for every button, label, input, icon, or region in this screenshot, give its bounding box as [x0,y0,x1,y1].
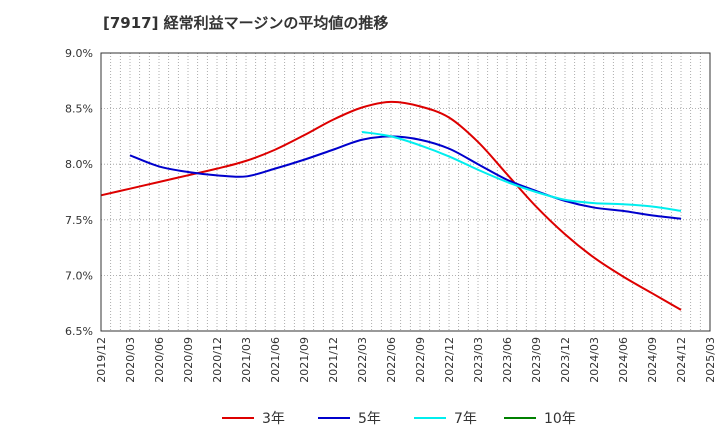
y-tick-label: 8.0% [65,158,93,171]
x-tick-label: 2021/06 [269,337,282,383]
y-axis: 6.5% 7.0% 7.5% 8.0% 8.5% 9.0% [65,47,93,338]
x-tick-label: 2019/12 [95,337,108,383]
series-group [100,100,682,311]
legend-item: 3年 [222,406,285,430]
x-tick-label: 2023/09 [530,337,543,383]
x-tick-label: 2024/06 [617,337,630,383]
x-tick-label: 2024/03 [588,337,601,383]
series-line-3 [361,130,682,212]
x-tick-label: 2021/09 [298,337,311,383]
legend-label: 3年 [262,411,285,427]
x-tick-label: 2020/06 [153,337,166,383]
x-tick-label: 2023/12 [559,337,572,383]
legend-label: 7年 [454,411,477,427]
x-tick-label: 2024/12 [675,337,688,383]
x-tick-label: 2020/03 [124,337,137,383]
legend-label: 10年 [544,411,576,427]
plot-background [101,53,710,331]
x-tick-label: 2025/03 [704,337,717,383]
y-tick-label: 7.5% [65,214,93,227]
legend-label: 5年 [358,411,381,427]
x-tick-label: 2024/09 [646,337,659,383]
legend-swatch [318,417,350,419]
chart-title: [7917] 経常利益マージンの平均値の推移 [103,14,389,32]
legend-swatch [222,417,254,419]
plot-frame [100,52,711,332]
x-tick-label: 2022/03 [356,337,369,383]
x-tick-label: 2023/06 [501,337,514,383]
y-tick-label: 8.5% [65,103,93,116]
y-tick-label: 6.5% [65,325,93,338]
x-axis: 2019/12 2020/03 2020/06 2020/09 2020/12 2021/… [95,337,717,383]
legend-item: 5年 [318,406,381,430]
x-tick-label: 2021/12 [327,337,340,383]
y-tick-label: 9.0% [65,47,93,60]
legend-swatch [504,417,536,419]
x-tick-label: 2022/06 [385,337,398,383]
legend-item: 10年 [504,406,576,430]
x-tick-label: 2020/09 [182,337,195,383]
series-line-2 [129,135,682,220]
legend-swatch [414,417,446,419]
x-tick-label: 2021/03 [240,337,253,383]
legend-item: 7年 [414,406,477,430]
x-tick-label: 2023/03 [472,337,485,383]
x-tick-label: 2022/12 [443,337,456,383]
x-tick-label: 2022/09 [414,337,427,383]
x-tick-label: 2020/12 [211,337,224,383]
y-tick-label: 7.0% [65,269,93,282]
